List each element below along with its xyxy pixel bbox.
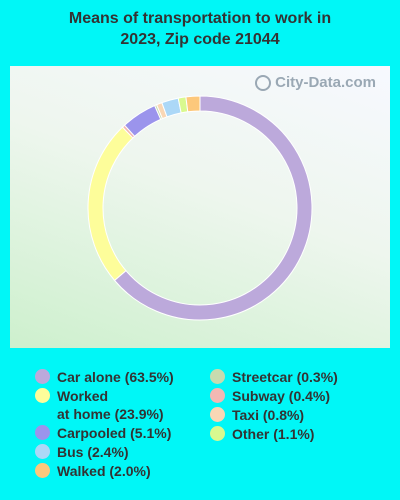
slice-worked-at-home xyxy=(87,126,134,282)
legend-label-line: Streetcar (0.3%) xyxy=(232,369,338,385)
legend-swatch xyxy=(210,369,225,384)
legend-item-worked-at-home: Worked at home (23.9%) xyxy=(35,387,174,423)
chart-title: Means of transportation to work in 2023,… xyxy=(0,8,400,50)
legend-swatch xyxy=(210,388,225,403)
legend-label: Walked (2.0%) xyxy=(57,462,151,480)
legend-label: Other (1.1%) xyxy=(232,425,314,443)
legend-label-line: Taxi (0.8%) xyxy=(232,407,305,423)
legend-label-line: Worked xyxy=(57,388,109,404)
legend-label: Car alone (63.5%) xyxy=(57,368,174,386)
legend-label: Carpooled (5.1%) xyxy=(57,424,171,442)
legend-item-other: Other (1.1%) xyxy=(210,425,338,443)
legend-item-car-alone: Car alone (63.5%) xyxy=(35,368,174,386)
legend-swatch xyxy=(35,463,50,478)
legend-swatch xyxy=(35,425,50,440)
legend-swatch xyxy=(210,407,225,422)
legend-column-2: Streetcar (0.3%) Subway (0.4%) Taxi (0.8%)… xyxy=(210,368,338,444)
slice-car-alone xyxy=(113,95,313,321)
legend-item-carpooled: Carpooled (5.1%) xyxy=(35,424,174,442)
legend-swatch xyxy=(35,369,50,384)
legend-swatch xyxy=(35,444,50,459)
legend-item-bus: Bus (2.4%) xyxy=(35,443,174,461)
legend-label: Bus (2.4%) xyxy=(57,443,129,461)
legend-column-1: Car alone (63.5%) Worked at home (23.9%) Ca… xyxy=(35,368,174,481)
legend-item-walked: Walked (2.0%) xyxy=(35,462,174,480)
watermark-text: City-Data.com xyxy=(275,74,376,91)
slice-carpooled xyxy=(123,104,162,137)
city-data-logo-icon xyxy=(255,74,272,91)
slice-walked xyxy=(185,95,201,113)
legend-item-taxi: Taxi (0.8%) xyxy=(210,406,338,424)
chart-title-line-1: Means of transportation to work in xyxy=(68,10,332,27)
legend-label: Taxi (0.8%) xyxy=(232,406,304,424)
donut-chart xyxy=(87,95,313,321)
legend-label-line: Walked (2.0%) xyxy=(57,463,151,479)
legend-item-subway: Subway (0.4%) xyxy=(210,387,338,405)
legend-label-line: Other (1.1%) xyxy=(232,426,315,442)
chart-title-line-2: 2023, Zip code 21044 xyxy=(120,31,280,48)
chart-panel: City-Data.com xyxy=(10,66,390,348)
legend-label: Worked at home (23.9%) xyxy=(57,387,164,423)
legend-label-line: Car alone (63.5%) xyxy=(57,369,174,385)
legend-label: Streetcar (0.3%) xyxy=(232,368,338,386)
watermark: City-Data.com xyxy=(255,74,376,91)
legend-swatch xyxy=(35,388,50,403)
legend-label-line: Subway (0.4%) xyxy=(232,388,331,404)
legend-swatch xyxy=(210,426,225,441)
legend-label: Subway (0.4%) xyxy=(232,387,330,405)
legend-label-line: Bus (2.4%) xyxy=(57,444,129,460)
legend-item-streetcar: Streetcar (0.3%) xyxy=(210,368,338,386)
legend-label-line: Carpooled (5.1%) xyxy=(57,425,172,441)
legend-label-line: at home (23.9%) xyxy=(57,406,164,422)
